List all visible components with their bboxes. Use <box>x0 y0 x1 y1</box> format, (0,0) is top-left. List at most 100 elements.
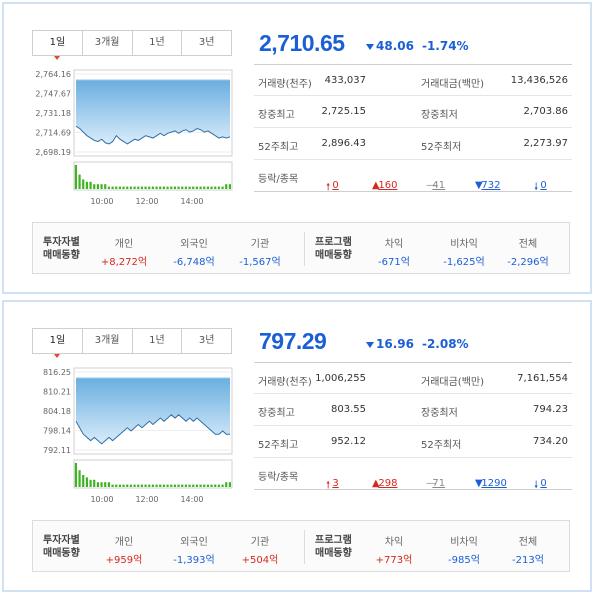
program-trend-title: 프로그램 매매동향 <box>315 236 352 262</box>
volume-bar <box>96 184 99 189</box>
divider <box>304 530 305 564</box>
program-col-value: -213억 <box>512 555 544 566</box>
unchanged-number[interactable]: 41 <box>432 180 446 191</box>
price-area <box>76 378 230 444</box>
volume-bar <box>195 484 198 487</box>
trade-value-value: 13,436,526 <box>510 75 568 86</box>
breadth-row: 등락/종목 🠕 0 ▲ 160 — 41 ▼ 732 🠗 0 <box>254 160 572 193</box>
volume-bar <box>107 482 110 487</box>
index-change: 48.06 -1.74% <box>366 39 469 53</box>
down-limit-arrow-icon: 🠗 <box>534 480 539 491</box>
unchanged-number[interactable]: 71 <box>432 478 446 489</box>
trading-trends-box: 투자자별 매매동향 개인 +959억 외국인 -1,393억 기관 +504억 프로그… <box>32 520 570 572</box>
program-non-arbitrage: 비차익 -1,625억 <box>429 235 499 268</box>
declining-number[interactable]: 1290 <box>481 478 507 489</box>
volume-bar <box>111 484 114 487</box>
chart-svg: 816.25 810.21 804.18 798.14 792.11 10:00 12:00… <box>43 367 233 504</box>
volume-bar <box>173 484 176 487</box>
declining-count[interactable]: ▼ 1290 <box>475 468 507 489</box>
lower-limit-number[interactable]: 0 <box>540 478 547 489</box>
tab-3month[interactable]: 3개월 <box>81 31 132 55</box>
volume-bar <box>173 186 176 189</box>
unchanged-count[interactable]: — 71 <box>426 468 445 489</box>
breadth-row: 등락/종목 🠕 3 ▲ 298 — 71 ▼ 1290 🠗 0 <box>254 458 572 491</box>
tab-1year[interactable]: 1년 <box>131 31 182 55</box>
lower-limit-count[interactable]: 🠗 0 <box>534 468 547 491</box>
volume-bar <box>195 186 198 189</box>
investor-individual: 개인 +8,272억 <box>89 235 159 268</box>
x-tick-label: 12:00 <box>135 197 158 206</box>
lower-limit-count[interactable]: 🠗 0 <box>534 170 547 193</box>
tab-3year[interactable]: 3년 <box>181 31 231 55</box>
volume-bar <box>137 484 140 487</box>
volume-bar <box>118 484 121 487</box>
info-row: 거래량(천주) 433,037 거래대금(백만) 13,436,526 <box>254 64 572 96</box>
tab-3month[interactable]: 3개월 <box>81 329 132 353</box>
volume-bar <box>188 484 191 487</box>
y-tick-label: 816.25 <box>43 368 71 377</box>
chart-svg: 2,764.16 2,747.67 2,731.18 2,714.69 2,698.19… <box>35 69 233 206</box>
intraday-high-label: 장중최고 <box>258 408 295 419</box>
upper-limit-number[interactable]: 0 <box>332 180 339 191</box>
upper-limit-count[interactable]: 🠕 3 <box>326 468 339 491</box>
volume-bar <box>192 186 195 189</box>
period-tabs: 1일 3개월 1년 3년 <box>32 328 232 358</box>
investor-trend-title-line2: 매매동향 <box>43 250 80 261</box>
divider <box>304 232 305 266</box>
volume-bar <box>129 186 132 189</box>
volume-bar <box>151 484 154 487</box>
program-total: 전체 -213억 <box>493 533 563 566</box>
tab-1year[interactable]: 1년 <box>131 329 182 353</box>
down-triangle-icon: ▼ <box>475 478 483 489</box>
info-row: 장중최고 803.55 장중최저 794.23 <box>254 394 572 426</box>
change-percent: -2.08% <box>421 337 469 351</box>
y-tick-label: 798.14 <box>43 427 71 436</box>
declining-count[interactable]: ▼ 732 <box>475 170 500 191</box>
volume-bar <box>181 186 184 189</box>
lower-limit-number[interactable]: 0 <box>540 180 547 191</box>
volume-bar <box>148 186 151 189</box>
volume-bar <box>107 186 110 189</box>
volume-bar <box>206 186 209 189</box>
advancing-count[interactable]: ▲ 298 <box>372 468 397 489</box>
program-trend-title: 프로그램 매매동향 <box>315 534 352 560</box>
volume-bar <box>104 184 107 189</box>
tab-1day[interactable]: 1일 <box>33 329 82 358</box>
x-tick-label: 14:00 <box>180 495 203 504</box>
program-col-header: 차익 <box>384 239 404 250</box>
volume-bar <box>192 484 195 487</box>
volume-bar <box>177 186 180 189</box>
up-limit-arrow-icon: 🠕 <box>326 182 331 193</box>
volume-bar <box>184 484 187 487</box>
volume-bar <box>228 184 231 189</box>
program-trend-title-line2: 매매동향 <box>315 250 352 261</box>
volume-bar <box>78 174 81 189</box>
investor-trend-title: 투자자별 매매동향 <box>43 236 80 262</box>
advancing-count[interactable]: ▲ 160 <box>372 170 397 191</box>
tab-3year[interactable]: 3년 <box>181 329 231 353</box>
volume-frame <box>73 161 233 191</box>
up-limit-arrow-icon: 🠕 <box>326 480 331 491</box>
volume-bar <box>170 484 173 487</box>
investor-col-header: 개인 <box>114 239 134 250</box>
upper-limit-number[interactable]: 3 <box>332 478 339 489</box>
advancing-number[interactable]: 160 <box>378 180 398 191</box>
volume-bar <box>115 484 118 487</box>
up-triangle-icon: ▲ <box>372 180 380 191</box>
trade-value-value: 7,161,554 <box>517 373 568 384</box>
volume-bar <box>85 477 88 487</box>
program-col-value: -2,296억 <box>507 257 549 268</box>
investor-col-header: 외국인 <box>180 239 208 250</box>
investor-institution: 기관 +504억 <box>225 533 295 566</box>
investor-col-value: +959억 <box>105 555 143 566</box>
volume-bar <box>122 484 125 487</box>
advancing-number[interactable]: 298 <box>378 478 398 489</box>
investor-col-header: 기관 <box>250 239 270 250</box>
upper-limit-count[interactable]: 🠕 0 <box>326 170 339 193</box>
tab-1day[interactable]: 1일 <box>33 31 82 60</box>
intraday-low-value: 794.23 <box>533 404 568 415</box>
unchanged-count[interactable]: — 41 <box>426 170 445 191</box>
volume-bar <box>89 181 92 189</box>
program-col-header: 전체 <box>518 537 538 548</box>
declining-number[interactable]: 732 <box>481 180 501 191</box>
